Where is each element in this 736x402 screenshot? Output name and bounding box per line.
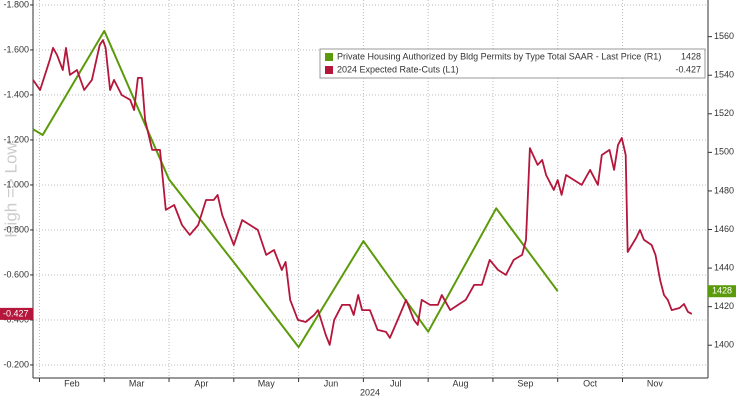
x-tick-label: Nov (647, 378, 664, 388)
legend-value: -0.427 (675, 64, 701, 74)
y-tick-label: -1.400 (3, 89, 29, 99)
y2-tick-label: 1400 (714, 340, 734, 350)
legend-box (319, 48, 706, 79)
y-tick-label: -1.200 (3, 134, 29, 144)
y2-tick-label: 1440 (714, 262, 734, 272)
y2-tick-label: 1500 (714, 147, 734, 157)
y-tick-label: -0.600 (3, 269, 29, 279)
y-tick-label: -0.200 (3, 359, 29, 369)
legend-label: Private Housing Authorized by Bldg Permi… (337, 51, 661, 61)
x-tick-label: Jul (390, 378, 402, 388)
x-tick-label: Apr (194, 378, 208, 388)
legend-swatch (325, 53, 333, 61)
series-line (32, 29, 559, 349)
x-tick-label: Sep (517, 378, 533, 388)
x-tick-label: Aug (453, 378, 469, 388)
last-value-label: -0.427 (3, 308, 29, 318)
x-tick-label: Oct (583, 378, 598, 388)
y2-tick-label: 1420 (714, 301, 734, 311)
last-value-tag (0, 307, 33, 320)
y-tick-label: -1.600 (3, 44, 29, 54)
x-tick-label: Mar (129, 378, 145, 388)
x-axis-label: 2024 (360, 387, 380, 397)
series-line (32, 39, 693, 346)
y-tick-label: -0.800 (3, 224, 29, 234)
y-tick-label: -1.800 (3, 0, 29, 9)
y2-tick-label: 1480 (714, 185, 734, 195)
legend-label: 2024 Expected Rate-Cuts (L1) (337, 64, 459, 74)
y2-tick-label: 1520 (714, 108, 734, 118)
y-tick-label: -1.000 (3, 179, 29, 189)
y2-tick-label: 1540 (714, 70, 734, 80)
legend-value: 1428 (681, 51, 701, 61)
y2-tick-label: 1460 (714, 224, 734, 234)
x-tick-label: Feb (64, 378, 80, 388)
last-value-tag (708, 285, 736, 298)
last-value-label: 1428 (712, 286, 732, 296)
x-tick-label: Jun (324, 378, 339, 388)
legend-swatch (325, 66, 333, 74)
y-axis-label: High => Low (1, 142, 20, 238)
x-tick-label: May (258, 378, 276, 388)
y2-tick-label: 1560 (714, 31, 734, 41)
